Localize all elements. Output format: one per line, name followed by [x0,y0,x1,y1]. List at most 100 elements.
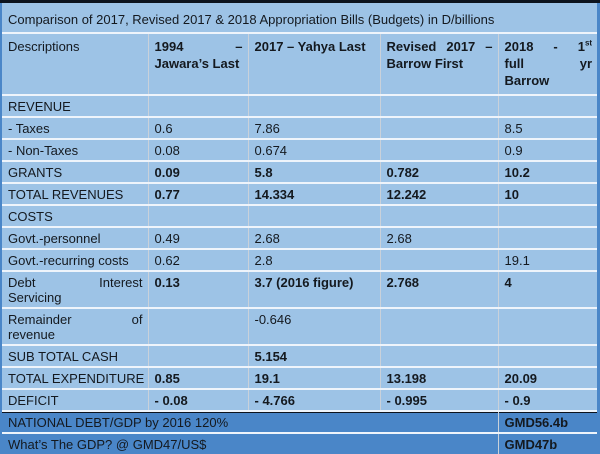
row-costs-section: COSTS [2,204,598,227]
header-yr: yr [579,56,593,71]
row-non-taxes: - Non-Taxes 0.08 0.674 0.9 [2,138,598,161]
header-2017-yahya: 2017 – Yahya Last [247,32,380,95]
row-total-revenues: TOTAL REVENUES 0.77 14.334 12.242 10 [2,182,598,205]
row-grants: GRANTS 0.09 5.8 0.782 10.2 [2,160,598,183]
header-full: full [504,56,525,71]
cell-value [379,94,498,117]
header-st-superscript: st [584,38,593,48]
cell-value: 0.674 [247,138,380,161]
cell-value [147,307,248,345]
row-label: Remainder of revenue [2,307,148,345]
cell-value: 10.2 [497,160,598,183]
cell-value: GMD47b [497,432,598,454]
cell-value: 0.9 [497,138,598,161]
header-year-1994: 1994 [154,39,184,54]
row-label: Govt.-recurring costs [2,248,148,271]
row-label: Debt Interest Servicing [2,270,148,308]
cell-value: 5.8 [247,160,380,183]
cell-value: 8.5 [497,116,598,139]
row-label: TOTAL REVENUES [2,182,148,205]
row-national-debt: NATIONAL DEBT/GDP by 2016 120% GMD56.4b [2,410,598,433]
row-label: GRANTS [2,160,148,183]
cell-value [497,226,598,249]
cell-value: 0.77 [147,182,248,205]
cell-value: 2.68 [379,226,498,249]
header-revised: Revised [386,39,437,54]
header-year-2018: 2018 [504,39,534,54]
cell-value: 0.85 [147,366,248,389]
header-revised-2017-barrow: Revised 2017– Barrow First [379,32,498,95]
row-label: What’s The GDP? @ GMD47/US$ [2,432,498,454]
cell-value: GMD56.4b [497,410,598,433]
row-label: NATIONAL DEBT/GDP by 2016 120% [2,410,498,433]
header-descriptions: Descriptions [2,32,148,95]
row-label: SUB TOTAL CASH [2,344,148,367]
cell-value: 4 [497,270,598,308]
cell-value: 0.08 [147,138,248,161]
row-gdp: What’s The GDP? @ GMD47/US$ GMD47b [2,432,598,454]
cell-value [147,204,248,227]
row-label: Govt.-personnel [2,226,148,249]
header-dash: – [485,39,493,54]
table-header-row: Descriptions 1994 – Jawara’s Last 2017 – … [2,32,598,95]
cell-value: - 0.995 [379,388,498,411]
header-dash: – [235,39,243,54]
cell-value: - 0.08 [147,388,248,411]
table-title: Comparison of 2017, Revised 2017 & 2018 … [8,12,495,27]
budget-table-frame: Comparison of 2017, Revised 2017 & 2018 … [2,3,598,454]
row-label: DEFICIT [2,388,148,411]
header-barrow: Barrow [504,73,550,88]
row-remainder-of-revenue: Remainder of revenue -0.646 [2,307,598,345]
cell-value: 2.68 [247,226,380,249]
row-govt-personnel: Govt.-personnel 0.49 2.68 2.68 [2,226,598,249]
cell-value [247,204,380,227]
cell-value: -0.646 [247,307,380,345]
header-year-2017: 2017 [446,39,476,54]
cell-value [147,344,248,367]
cell-value [379,307,498,345]
cell-value [497,307,598,345]
cell-value: 0.782 [379,160,498,183]
cell-value: - 4.766 [247,388,380,411]
budget-comparison-table: Comparison of 2017, Revised 2017 & 2018 … [2,3,598,454]
row-label: - Taxes [2,116,148,139]
row-debt-interest-servicing: Debt Interest Servicing 0.13 3.7 (2016 fi… [2,270,598,308]
row-label: - Non-Taxes [2,138,148,161]
row-taxes: - Taxes 0.6 7.86 8.5 [2,116,598,139]
header-1994-jawara: 1994 – Jawara’s Last [147,32,248,95]
header-jawaras-last: Jawara’s Last [154,56,240,71]
row-label: TOTAL EXPENDITURE [2,366,148,389]
cell-value: 13.198 [379,366,498,389]
cell-value [147,94,248,117]
header-2018-full-yr-barrow: 2018 - 1st full yr Barrow [497,32,598,95]
cell-value: 14.334 [247,182,380,205]
header-1st: 1st [577,38,593,54]
cell-value: 10 [497,182,598,205]
cell-value: 19.1 [247,366,380,389]
row-sub-total-cash: SUB TOTAL CASH 5.154 [2,344,598,367]
row-deficit: DEFICIT - 0.08 - 4.766 - 0.995 - 0.9 [2,388,598,411]
row-govt-recurring: Govt.-recurring costs 0.62 2.8 19.1 [2,248,598,271]
cell-value: 2.768 [379,270,498,308]
cell-value: 19.1 [497,248,598,271]
cell-value: 3.7 (2016 figure) [247,270,380,308]
table-title-row: Comparison of 2017, Revised 2017 & 2018 … [2,3,597,33]
cell-value [497,344,598,367]
row-label: REVENUE [2,94,148,117]
row-total-expenditure: TOTAL EXPENDITURE 0.85 19.1 13.198 20.09 [2,366,598,389]
cell-value: 0.49 [147,226,248,249]
cell-value: 12.242 [379,182,498,205]
cell-value: 20.09 [497,366,598,389]
cell-value: - 0.9 [497,388,598,411]
header-barrow-first: Barrow First [386,56,464,71]
cell-value [497,204,598,227]
cell-value: 0.09 [147,160,248,183]
row-label: COSTS [2,204,148,227]
cell-value [379,138,498,161]
cell-value [379,248,498,271]
row-revenue-section: REVENUE [2,94,598,117]
cell-value: 7.86 [247,116,380,139]
cell-value: 0.6 [147,116,248,139]
cell-value [379,204,498,227]
cell-value [379,344,498,367]
